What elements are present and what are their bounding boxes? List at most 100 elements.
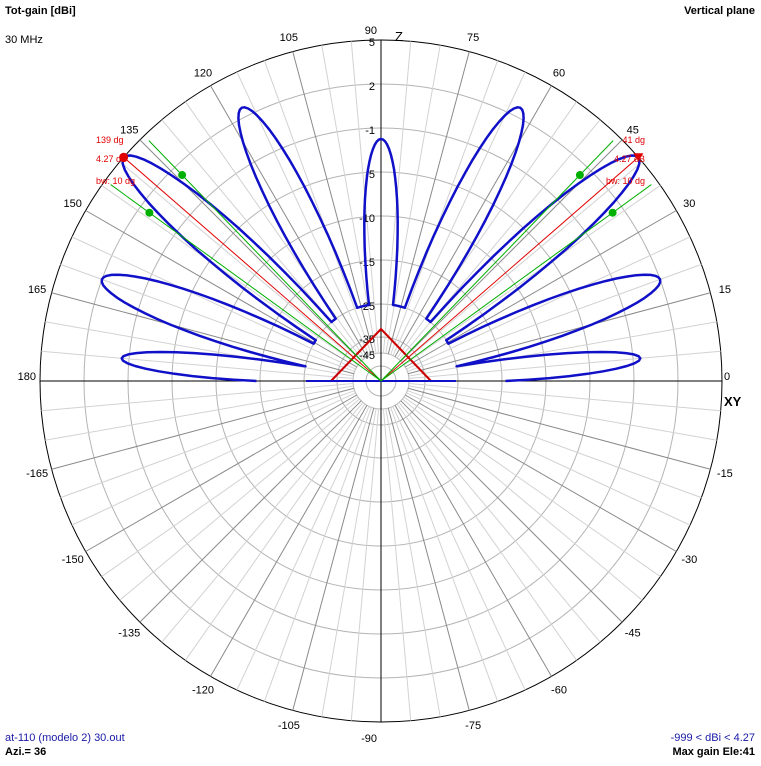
angle-tick-label: 105 [280, 32, 298, 44]
grid-spoke [400, 400, 623, 623]
angle-tick-label: 75 [467, 32, 479, 44]
marker-angle-label: 139 dg [96, 135, 124, 145]
grid-spoke [185, 101, 366, 359]
grid-spoke [400, 139, 623, 362]
grid-spoke [51, 387, 355, 470]
grid-spoke [402, 161, 643, 364]
marker-gain-label: 4.27 dB [96, 154, 127, 164]
grid-spoke [407, 292, 711, 375]
grid-spoke [60, 390, 355, 499]
beamwidth-point [145, 208, 154, 217]
angle-tick-label: -45 [625, 628, 641, 640]
grid-spoke [387, 51, 470, 355]
grid-spoke [71, 392, 356, 526]
angle-tick-label: 135 [120, 124, 138, 136]
beamwidth-edge-line [380, 184, 652, 382]
marker-angle-label: 41 dg [622, 135, 645, 145]
grid-spoke [85, 394, 358, 552]
beamwidth-edge-line [110, 184, 382, 382]
beamwidth-edge-line [380, 140, 614, 382]
angle-tick-label: -60 [551, 684, 567, 696]
angle-tick-label: 90 [365, 25, 377, 37]
grid-spoke [403, 396, 661, 577]
grid-spoke [404, 394, 677, 552]
grid-spoke [408, 350, 721, 380]
angle-tick-label: -30 [681, 554, 697, 566]
angle-tick-label: -150 [62, 554, 84, 566]
angle-tick-label: -120 [192, 684, 214, 696]
beamwidth-point [575, 171, 584, 180]
file-label: at-110 (modelo 2) 30.out [5, 732, 125, 744]
gain-range-label: -999 < dBi < 4.27 [670, 732, 755, 744]
max-gain-line [380, 156, 639, 382]
grid-spoke [51, 292, 355, 375]
grid-spoke [394, 85, 552, 358]
grid-spoke [398, 119, 601, 360]
radial-tick-label: -10 [359, 213, 375, 225]
grid-spoke [408, 321, 717, 377]
angle-tick-label: 15 [719, 284, 731, 296]
grid-spoke [101, 396, 359, 577]
max-gain-label: Max gain Ele:41 [672, 746, 755, 758]
marker-bw-label: bw: 10 dg [96, 176, 135, 186]
grid-spoke [45, 321, 354, 377]
angle-tick-label: -90 [361, 733, 377, 745]
grid-spoke [263, 407, 372, 702]
grid-spoke [45, 385, 354, 441]
horizontal-axis-label: XY [724, 394, 742, 409]
marker-gain-label: 4.27 dB [614, 154, 645, 164]
marker-bw-label: bw: 10 dg [606, 176, 645, 186]
angle-tick-label: 60 [553, 68, 565, 80]
grid-spoke [185, 403, 366, 661]
grid-spoke [71, 236, 356, 370]
angle-tick-label: -105 [278, 720, 300, 732]
grid-spoke [408, 382, 721, 412]
radial-tick-label: 2 [369, 81, 375, 93]
grid-spoke [210, 85, 368, 358]
angle-tick-label: 150 [64, 198, 82, 210]
grid-spoke [321, 408, 377, 717]
max-gain-line [123, 156, 382, 382]
grid-spoke [406, 236, 691, 370]
radial-tick-label: -45 [359, 350, 375, 362]
grid-spoke [236, 406, 370, 691]
grid-spoke [407, 387, 711, 470]
grid-spoke [292, 51, 375, 355]
grid-spoke [85, 210, 358, 368]
antenna-sketch [330, 327, 432, 382]
angle-tick-label: -15 [717, 468, 733, 480]
grid-spoke [139, 400, 362, 623]
radial-tick-label: -15 [359, 257, 375, 269]
grid-spoke [404, 210, 677, 368]
beamwidth-point [178, 171, 187, 180]
vertical-axis-label: Z [395, 29, 403, 44]
grid-spoke [161, 119, 364, 360]
grid-spoke [398, 402, 601, 643]
pattern-series-line [100, 106, 662, 383]
grid-spoke [382, 408, 412, 721]
grid-spoke [119, 398, 360, 601]
grid-spoke [263, 60, 372, 355]
beamwidth-edge-line [148, 140, 382, 382]
grid-spoke [387, 407, 470, 711]
azimuth-label: Azi.= 36 [5, 746, 47, 758]
grid-spoke [408, 385, 717, 441]
grid-spoke [407, 390, 702, 499]
grid-spoke [392, 406, 526, 691]
grid-spoke [210, 404, 368, 677]
angle-tick-label: 180 [18, 371, 36, 383]
grid-spoke [119, 161, 360, 364]
angle-tick-label: -135 [118, 628, 140, 640]
grid-spoke [41, 350, 354, 380]
grid-spoke [139, 139, 362, 362]
grid-spoke [406, 392, 691, 526]
angle-tick-label: -75 [465, 720, 481, 732]
grid-spoke [396, 403, 577, 661]
angle-tick-label: -165 [26, 468, 48, 480]
grid-spoke [101, 185, 359, 366]
grid-spoke [321, 45, 377, 354]
grid-spoke [403, 185, 661, 366]
grid-spoke [407, 263, 702, 372]
grid-spoke [390, 60, 499, 355]
